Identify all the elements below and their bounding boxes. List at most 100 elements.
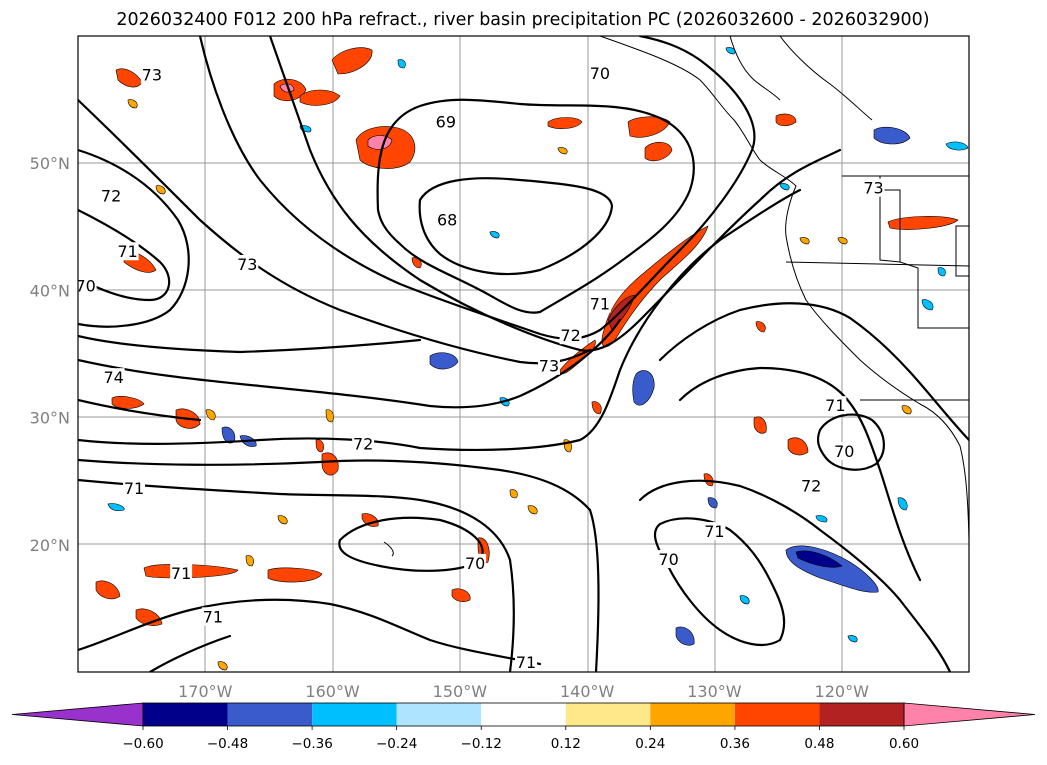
precip-blob	[217, 661, 228, 671]
contour-label-bg	[201, 607, 224, 626]
lon-tick-label: 170°W	[178, 682, 233, 701]
colorbar-tick-label: 0.24	[635, 736, 665, 752]
contour-label: 72	[560, 326, 580, 345]
precip-blob	[299, 89, 341, 106]
precip-blob	[779, 183, 790, 191]
contour-label: 71	[590, 294, 610, 313]
precip-blob	[205, 409, 216, 421]
precip-blob	[707, 497, 718, 509]
map-frame	[77, 35, 970, 673]
colorbar-tick-label: −0.48	[207, 736, 248, 752]
lat-tick-label: 20°N	[30, 536, 70, 555]
precip-blob	[632, 370, 655, 406]
contour-label-bg	[537, 356, 560, 375]
contour-label-bg	[116, 242, 139, 261]
contour-labels: 73 70696873727173707172737471707272717170…	[75, 64, 885, 672]
precip-blob	[397, 59, 406, 69]
precip-blob	[325, 409, 334, 423]
latitude-axis: 50°N 40°N 30°N 20°N	[30, 154, 70, 555]
colorbar-box	[312, 703, 397, 726]
precip-blob	[111, 396, 145, 409]
colorbar-box	[481, 703, 566, 726]
precip-blob	[725, 47, 736, 55]
refractivity-contours	[78, 36, 969, 672]
contour-label: 71	[171, 564, 191, 583]
precip-blob	[703, 473, 714, 487]
precip-blob	[429, 352, 459, 370]
lon-tick-label: 160°W	[305, 682, 360, 701]
colorbar-box	[143, 703, 228, 726]
lat-tick-label: 40°N	[30, 281, 70, 300]
precip-blob	[331, 47, 373, 75]
precip-blob	[644, 141, 673, 162]
precip-blob	[755, 321, 766, 333]
contour-label: 71	[117, 242, 137, 261]
colorbar-tick-label: 0.36	[720, 736, 750, 752]
lon-tick-label: 120°W	[815, 682, 870, 701]
lat-tick-label: 30°N	[30, 409, 70, 428]
contour-label-bg	[434, 112, 457, 131]
colorbar-box	[396, 703, 482, 726]
contour-label: 70	[75, 277, 95, 296]
precip-blob	[787, 437, 809, 456]
longitude-axis: 170°W 160°W 150°W 140°W 130°W 120°W	[178, 682, 869, 701]
colorbar-box	[819, 703, 904, 726]
colorbar-tick-label: −0.60	[122, 736, 163, 752]
precip-blob	[775, 113, 797, 127]
contour-label: 71	[124, 479, 144, 498]
colorbar-box	[565, 703, 651, 726]
graticule	[78, 36, 969, 672]
precip-blob	[95, 580, 121, 600]
contour-label: 70	[658, 550, 678, 569]
contour-label-bg	[140, 65, 163, 84]
contour-label-bg	[464, 553, 487, 572]
colorbar-tick-label: −0.12	[461, 736, 502, 752]
colorbar-extend-max	[903, 702, 1036, 727]
contour-label-bg	[703, 522, 726, 541]
contour-label: 71	[704, 522, 724, 541]
contour-label-bg	[515, 653, 538, 672]
contour-label-bg	[588, 294, 611, 313]
map-title: 2026032400 F012 200 hPa refract., river …	[116, 10, 929, 30]
contour-label: 70	[834, 442, 854, 461]
contour-label-bg	[102, 368, 125, 387]
precip-blob	[799, 237, 810, 245]
precip-blob	[509, 489, 518, 499]
precip-blob	[901, 405, 912, 415]
contour-label-bg	[588, 64, 611, 83]
precip-blob	[739, 595, 750, 605]
contour-label-bg	[436, 210, 459, 229]
contour-label-bg	[862, 178, 885, 197]
contour-label: 73	[539, 357, 559, 376]
precip-blob	[279, 83, 295, 93]
contour-label-bg	[100, 186, 123, 205]
precip-blob	[277, 515, 288, 525]
colorbar-tick-label: 0.60	[889, 736, 919, 752]
precip-blob	[361, 513, 379, 527]
precip-blob	[753, 416, 767, 434]
contour-label-bg	[559, 326, 582, 345]
contour-label: 73	[863, 179, 883, 198]
precip-positive-shading	[95, 47, 959, 671]
contour-label-bg	[170, 564, 193, 583]
precip-blob	[547, 117, 583, 129]
contour-label: 71	[203, 607, 223, 626]
contour-label-bg	[352, 434, 375, 453]
precip-blob	[815, 515, 828, 523]
contour-label: 71	[516, 653, 536, 672]
precip-blob	[451, 588, 471, 602]
contour-label-bg	[236, 254, 259, 273]
contour-label: 69	[436, 112, 456, 131]
precip-blob	[321, 452, 339, 476]
lon-tick-label: 140°W	[560, 682, 615, 701]
precip-blob	[557, 147, 568, 155]
precip-blob	[107, 503, 125, 512]
colorbar-box	[227, 703, 313, 726]
contour-label: 73	[237, 255, 257, 274]
contour-label-bg	[800, 476, 823, 495]
precip-blob	[887, 216, 959, 230]
contour-label: 73	[142, 65, 162, 84]
colorbar: −0.60 −0.48 −0.36 −0.24 −0.12 0.12 0.24 0.36 0.4…	[11, 702, 1036, 752]
precip-blob	[155, 185, 166, 195]
